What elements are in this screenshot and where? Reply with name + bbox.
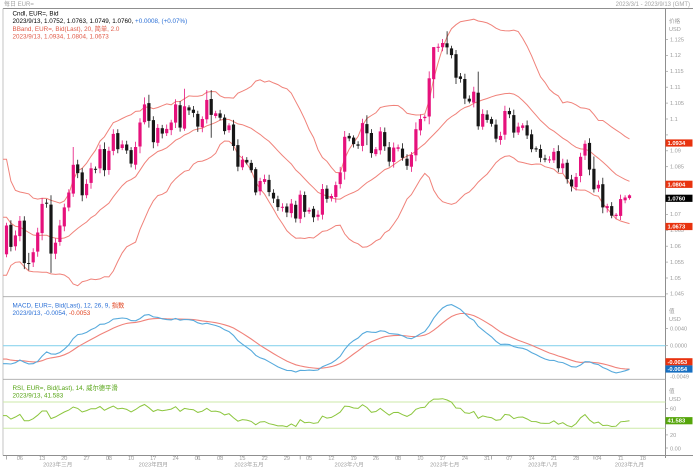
- svg-text:1.045: 1.045: [670, 292, 684, 298]
- svg-text:1.09: 1.09: [670, 149, 681, 155]
- svg-text:USD: USD: [669, 27, 681, 33]
- svg-text:2023/9/13, 41.583: 2023/9/13, 41.583: [13, 393, 64, 400]
- svg-text:1.115: 1.115: [670, 69, 684, 75]
- svg-text:41.583: 41.583: [668, 419, 687, 425]
- svg-text:08: 08: [217, 456, 223, 462]
- svg-text:1.125: 1.125: [670, 37, 684, 43]
- svg-text:RSI, EUR=, Bid(Last), 14, 威尔德平: RSI, EUR=, Bid(Last), 14, 威尔德平滑: [13, 383, 118, 392]
- svg-text:BBand, EUR=, Bid(Last), 20, 简单: BBand, EUR=, Bid(Last), 20, 简单, 2.0: [13, 24, 120, 33]
- svg-text:1.0934: 1.0934: [668, 141, 687, 147]
- svg-text:Cndl, EUR=, Bid: Cndl, EUR=, Bid: [13, 11, 60, 18]
- svg-text:1.0673: 1.0673: [668, 225, 687, 231]
- svg-text:USD: USD: [669, 397, 681, 403]
- svg-text:29: 29: [284, 456, 290, 462]
- svg-text:14: 14: [528, 456, 534, 462]
- svg-text:1.0804: 1.0804: [668, 182, 687, 188]
- svg-text:04: 04: [595, 456, 601, 462]
- svg-text:22: 22: [261, 456, 267, 462]
- svg-text:1.12: 1.12: [670, 53, 681, 59]
- svg-text:07: 07: [506, 456, 512, 462]
- svg-text:0.0040: 0.0040: [670, 327, 687, 333]
- svg-text:06: 06: [17, 456, 23, 462]
- svg-text:MACD, EUR=, Bid(Last), 12, 26,: MACD, EUR=, Bid(Last), 12, 26, 9, 指数: [13, 301, 126, 310]
- svg-text:20: 20: [61, 456, 67, 462]
- svg-text:1.085: 1.085: [670, 165, 684, 171]
- svg-text:17: 17: [150, 456, 156, 462]
- svg-text:1.1: 1.1: [670, 117, 678, 123]
- svg-text:13: 13: [39, 456, 45, 462]
- svg-text:20: 20: [670, 433, 676, 439]
- svg-text:2023年九月: 2023年九月: [615, 461, 644, 469]
- svg-text:18: 18: [640, 456, 646, 462]
- svg-text:11: 11: [618, 456, 624, 462]
- svg-text:60: 60: [670, 407, 676, 413]
- svg-text:2023/9/13, 1.0752, 1.0763, 1.0: 2023/9/13, 1.0752, 1.0763, 1.0749, 1.076…: [13, 18, 188, 25]
- svg-text:1.06: 1.06: [670, 244, 681, 250]
- svg-text:0.00: 0.00: [670, 447, 681, 453]
- svg-text:值: 值: [669, 387, 675, 395]
- svg-text:05: 05: [306, 456, 312, 462]
- svg-text:10: 10: [417, 456, 423, 462]
- svg-text:1.05: 1.05: [670, 276, 681, 282]
- svg-text:-0.0053: -0.0053: [668, 360, 688, 366]
- svg-text:24: 24: [172, 456, 178, 462]
- svg-text:价格: 价格: [669, 17, 681, 25]
- svg-text:15: 15: [239, 456, 245, 462]
- svg-text:2023年四月: 2023年四月: [139, 461, 168, 469]
- svg-text:28: 28: [573, 456, 579, 462]
- svg-text:2023年五月: 2023年五月: [234, 461, 263, 469]
- svg-text:17: 17: [439, 456, 445, 462]
- svg-text:每日 EUR=: 每日 EUR=: [4, 0, 34, 8]
- svg-text:-0.0049: -0.0049: [670, 375, 689, 381]
- svg-text:31: 31: [484, 456, 490, 462]
- svg-text:10: 10: [128, 456, 134, 462]
- svg-text:2023年八月: 2023年八月: [528, 461, 557, 469]
- svg-text:2023/3/1 - 2023/9/13 (GMT): 2023/3/1 - 2023/9/13 (GMT): [616, 2, 690, 8]
- svg-text:2023/9/13, 1.0934, 1.0804, 1.0: 2023/9/13, 1.0934, 1.0804, 1.0673: [13, 34, 110, 41]
- svg-text:27: 27: [83, 456, 89, 462]
- svg-text:1.11: 1.11: [670, 85, 680, 91]
- svg-text:1.07: 1.07: [670, 212, 681, 218]
- svg-text:12: 12: [328, 456, 334, 462]
- svg-text:2023年三月: 2023年三月: [43, 461, 72, 469]
- svg-text:24: 24: [462, 456, 468, 462]
- svg-text:1.105: 1.105: [670, 101, 684, 107]
- svg-text:21: 21: [551, 456, 557, 462]
- svg-text:1.055: 1.055: [670, 260, 684, 266]
- svg-text:26: 26: [373, 456, 379, 462]
- svg-text:19: 19: [350, 456, 356, 462]
- svg-text:-0.0054: -0.0054: [668, 367, 688, 373]
- svg-text:2023/9/13, -0.0054, -0.0053: 2023/9/13, -0.0054, -0.0053: [13, 310, 91, 317]
- svg-text:1.0760: 1.0760: [668, 196, 686, 202]
- svg-text:2023年六月: 2023年六月: [334, 461, 363, 469]
- svg-text:值: 值: [669, 307, 675, 315]
- svg-text:2023年七月: 2023年七月: [430, 461, 459, 469]
- svg-text:0.0000: 0.0000: [670, 344, 687, 350]
- svg-text:1.065: 1.065: [670, 228, 684, 234]
- svg-text:USD: USD: [669, 317, 681, 323]
